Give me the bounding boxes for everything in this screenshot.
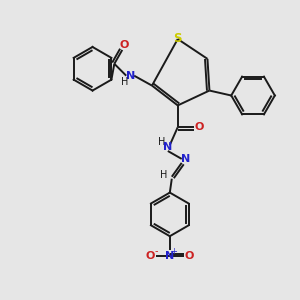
Text: O: O	[195, 122, 204, 132]
Text: S: S	[173, 32, 182, 44]
Text: H: H	[121, 76, 128, 87]
Text: N: N	[163, 142, 172, 152]
Text: N: N	[181, 154, 190, 164]
Text: H: H	[158, 137, 166, 147]
Text: N: N	[165, 251, 174, 261]
Text: N: N	[126, 71, 135, 81]
Text: +: +	[170, 247, 177, 256]
Text: O: O	[120, 40, 129, 50]
Text: -: -	[154, 246, 158, 256]
Text: O: O	[185, 251, 194, 261]
Text: H: H	[160, 170, 168, 180]
Text: O: O	[145, 251, 155, 261]
